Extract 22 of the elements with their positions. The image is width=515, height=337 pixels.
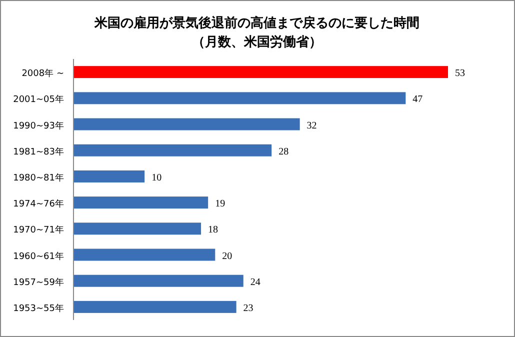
category-label: 1970~71年 xyxy=(13,226,64,236)
subtitle: （月数、米国労働省） xyxy=(192,35,322,50)
data-label: 23 xyxy=(243,302,254,314)
category-label: 1980~81年 xyxy=(13,173,64,184)
data-label: 53 xyxy=(455,68,465,80)
data-label: 24 xyxy=(250,276,260,288)
category-label: 1957~59年 xyxy=(13,278,64,288)
title: 米国の雇用が景気後退前の高値まで戻るのに要した時間 xyxy=(94,16,420,31)
category-label: 1981~83年 xyxy=(13,147,64,158)
category-label: 2001~05年 xyxy=(13,95,64,106)
data-label: 10 xyxy=(152,172,162,184)
category-label: 1960~61年 xyxy=(13,252,64,262)
data-label: 20 xyxy=(222,250,232,262)
category-label: 1953~55年 xyxy=(13,304,64,314)
data-label: 18 xyxy=(208,224,218,236)
data-label: 47 xyxy=(412,94,423,106)
category-label: 1990~93年 xyxy=(13,121,64,132)
category-label: 2008年 ~ xyxy=(22,69,64,80)
category-label: 1974~76年 xyxy=(13,200,64,210)
data-label: 32 xyxy=(306,120,317,132)
data-label: 28 xyxy=(278,146,289,158)
data-label: 19 xyxy=(215,198,226,210)
